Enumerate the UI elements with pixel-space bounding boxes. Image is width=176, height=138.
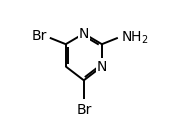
Text: N: N xyxy=(79,26,89,41)
Text: Br: Br xyxy=(31,29,47,43)
Text: NH$_2$: NH$_2$ xyxy=(121,30,149,46)
Text: N: N xyxy=(97,59,107,74)
Text: Br: Br xyxy=(76,103,92,117)
